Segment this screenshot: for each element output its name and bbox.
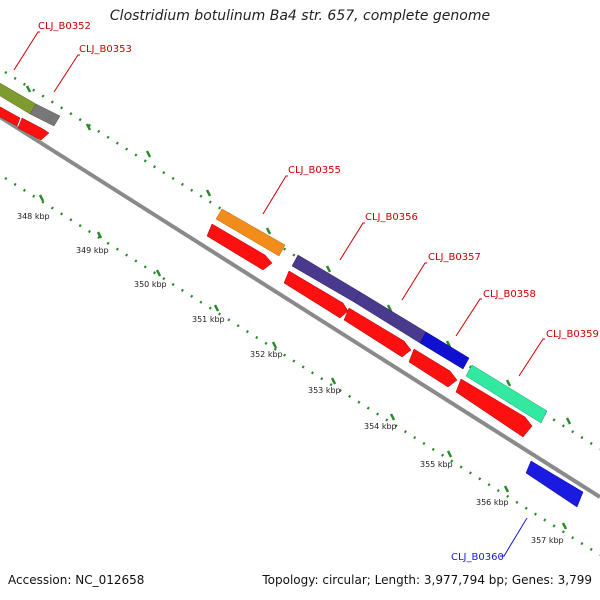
gene-block-clj-b0360[interactable]: [525, 460, 584, 508]
cds-arrow[interactable]: [206, 223, 273, 271]
genome-summary-text: Topology: circular; Length: 3,977,794 bp…: [262, 573, 592, 587]
gene-block-clj-b0358[interactable]: [419, 331, 470, 370]
gene-block-clj-b0353[interactable]: [29, 103, 61, 127]
gene-label[interactable]: CLJ_B0359: [546, 329, 599, 340]
kbp-label: 357 kbp: [531, 536, 564, 545]
gene-label[interactable]: CLJ_B0352: [38, 21, 91, 32]
gene-block-clj-b0359[interactable]: [465, 364, 548, 424]
kbp-label: 355 kbp: [420, 460, 453, 469]
cds-arrow[interactable]: [343, 307, 412, 358]
cds-arrow[interactable]: [408, 348, 458, 388]
gene-block-clj-b0352[interactable]: [0, 82, 37, 115]
gene-label-group: [13, 31, 545, 377]
kbp-label: 348 kbp: [17, 212, 50, 221]
gene-block-clj-b0355[interactable]: [215, 208, 286, 257]
cds-track: [0, 104, 533, 438]
kbp-label: 352 kbp: [250, 350, 283, 359]
lower-major-ticks: [38, 194, 568, 530]
gene-label[interactable]: CLJ_B0356: [365, 212, 418, 223]
gene-label[interactable]: CLJ_B0353: [79, 44, 132, 55]
kbp-label: 356 kbp: [476, 498, 509, 507]
cds-arrow[interactable]: [0, 104, 21, 127]
gene-label[interactable]: CLJ_B0357: [428, 252, 481, 263]
kbp-label: 349 kbp: [76, 246, 109, 255]
kbp-label: 350 kbp: [134, 280, 167, 289]
map-title: Clostridium botulinum Ba4 str. 657, comp…: [109, 8, 491, 24]
cds-arrow[interactable]: [283, 270, 349, 319]
kbp-label: 351 kbp: [192, 315, 225, 324]
leader-line-clj-b0360: [500, 517, 528, 557]
cds-arrow[interactable]: [17, 117, 50, 141]
gene-label[interactable]: CLJ_B0360: [451, 552, 504, 563]
gene-label[interactable]: CLJ_B0358: [483, 289, 536, 300]
upper-major-ticks: [25, 85, 572, 425]
lower-tick-track: [4, 176, 600, 557]
kbp-label: 354 kbp: [364, 422, 397, 431]
cds-arrow[interactable]: [455, 378, 533, 438]
kbp-label: 353 kbp: [308, 386, 341, 395]
gene-label[interactable]: CLJ_B0355: [288, 165, 341, 176]
accession-text: Accession: NC_012658: [8, 573, 145, 587]
genome-backbone: [0, 115, 600, 499]
